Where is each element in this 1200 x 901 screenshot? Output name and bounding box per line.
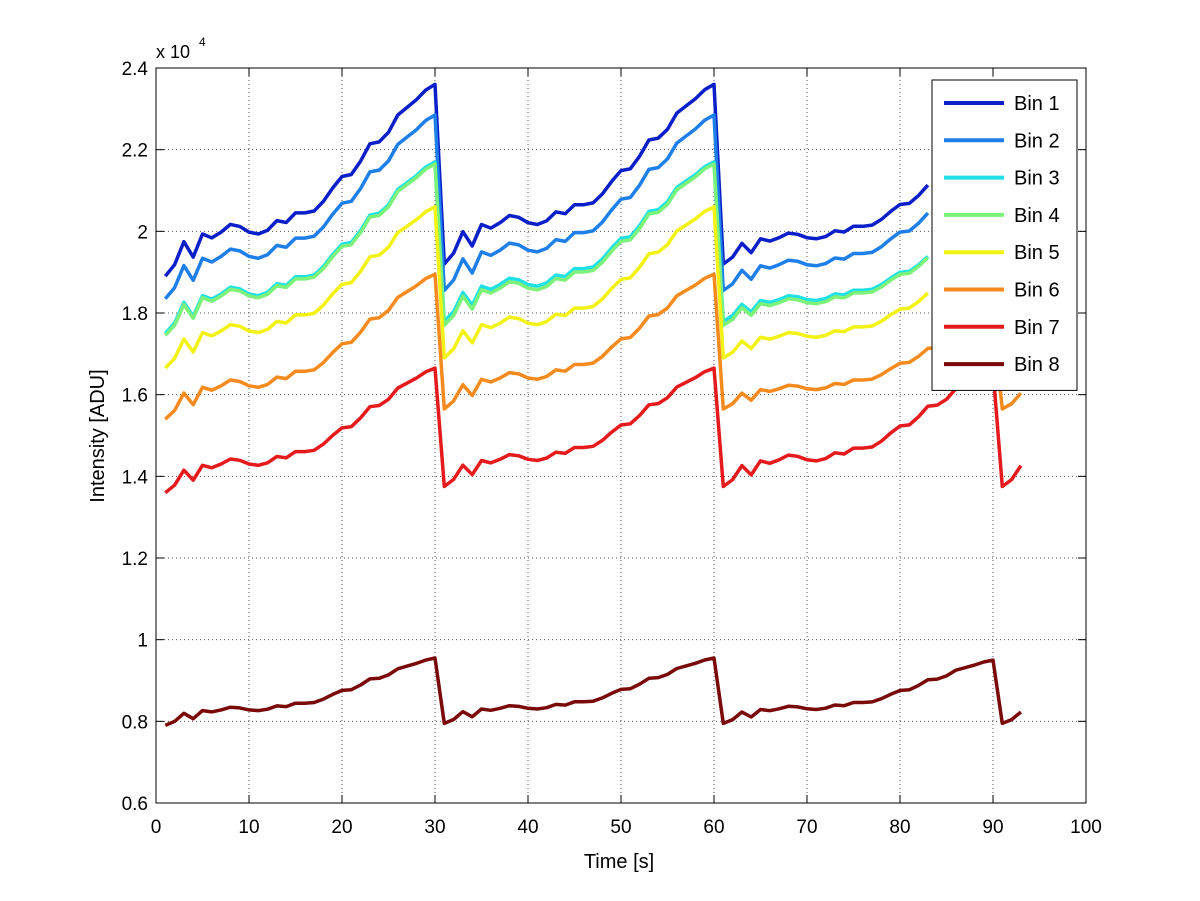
y-tick-label: 0.8 bbox=[122, 712, 148, 733]
series-line-bin-5 bbox=[164, 205, 930, 370]
series-line-bin-2 bbox=[163, 113, 930, 300]
series-line-bin-7 bbox=[164, 366, 1023, 495]
y-exponent-power: 4 bbox=[199, 35, 206, 49]
y-tick-label: 1.2 bbox=[122, 549, 148, 570]
y-exponent-base: x 10 bbox=[156, 42, 190, 62]
y-tick-label: 1.4 bbox=[122, 467, 149, 488]
x-tick-label: 60 bbox=[703, 817, 724, 838]
legend-label: Bin 4 bbox=[1014, 205, 1060, 227]
x-tick-label: 0 bbox=[151, 817, 162, 838]
x-tick-label: 100 bbox=[1070, 817, 1102, 838]
y-tick-label: 1.8 bbox=[122, 304, 148, 325]
x-tick-label: 20 bbox=[331, 817, 352, 838]
series-line-bin-8 bbox=[164, 656, 1023, 728]
legend-label: Bin 5 bbox=[1014, 242, 1060, 264]
series-group bbox=[163, 82, 1023, 728]
legend-box bbox=[931, 79, 1078, 391]
legend-label: Bin 8 bbox=[1014, 354, 1060, 376]
x-tick-label: 10 bbox=[238, 817, 259, 838]
legend-label: Bin 3 bbox=[1014, 168, 1060, 190]
x-axis-label: Time [s] bbox=[584, 851, 654, 873]
x-tick-label: 80 bbox=[889, 817, 910, 838]
x-tick-label: 90 bbox=[982, 817, 1003, 838]
y-axis-label: Intensity [ADU] bbox=[87, 369, 109, 502]
series-line-bin-4 bbox=[164, 162, 930, 337]
y-tick-label: 2 bbox=[137, 222, 148, 243]
legend: Bin 1 Bin 2 Bin 3 Bin 4 Bin 5 Bin 6 Bin 7 Bin 8 bbox=[931, 79, 1078, 391]
legend-label: Bin 6 bbox=[1014, 280, 1060, 302]
x-tick-label: 70 bbox=[796, 817, 817, 838]
legend-label: Bin 2 bbox=[1014, 130, 1060, 152]
series-line-bin-1 bbox=[163, 82, 930, 278]
y-tick-label: 2.2 bbox=[122, 141, 148, 162]
legend-label: Bin 7 bbox=[1014, 317, 1060, 339]
x-tick-label: 50 bbox=[610, 817, 631, 838]
x-tick-label: 30 bbox=[424, 817, 445, 838]
grid-lines bbox=[156, 68, 1086, 803]
y-tick-label: 2.4 bbox=[122, 59, 149, 80]
y-tick-label: 1.6 bbox=[122, 386, 148, 407]
series-line-bin-6 bbox=[164, 272, 1023, 421]
axis-ticks: 0 10 20 30 40 50 60 70 80 90 100 0.6 0.8 1 1.2 1.4 1.6 1.… bbox=[122, 59, 1102, 838]
legend-label: Bin 1 bbox=[1014, 93, 1060, 115]
x-tick-label: 40 bbox=[517, 817, 538, 838]
y-tick-label: 0.6 bbox=[122, 794, 148, 815]
y-tick-label: 1 bbox=[137, 631, 148, 652]
